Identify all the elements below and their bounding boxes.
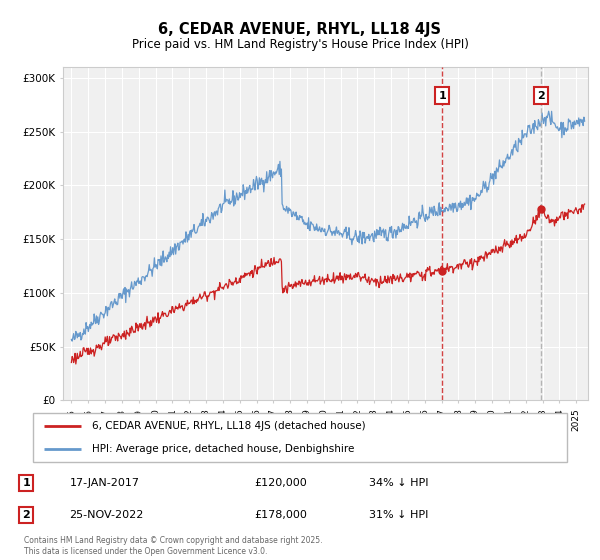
Text: 2: 2 — [23, 510, 30, 520]
Text: HPI: Average price, detached house, Denbighshire: HPI: Average price, detached house, Denb… — [92, 444, 354, 454]
Text: £178,000: £178,000 — [254, 510, 307, 520]
Text: 1: 1 — [439, 91, 446, 101]
Text: 6, CEDAR AVENUE, RHYL, LL18 4JS (detached house): 6, CEDAR AVENUE, RHYL, LL18 4JS (detache… — [92, 421, 365, 431]
Text: 34% ↓ HPI: 34% ↓ HPI — [369, 478, 428, 488]
FancyBboxPatch shape — [33, 413, 567, 462]
Text: £120,000: £120,000 — [254, 478, 307, 488]
Text: 25-NOV-2022: 25-NOV-2022 — [70, 510, 144, 520]
Text: 6, CEDAR AVENUE, RHYL, LL18 4JS: 6, CEDAR AVENUE, RHYL, LL18 4JS — [158, 22, 442, 38]
Text: Contains HM Land Registry data © Crown copyright and database right 2025.
This d: Contains HM Land Registry data © Crown c… — [24, 536, 323, 556]
Text: Price paid vs. HM Land Registry's House Price Index (HPI): Price paid vs. HM Land Registry's House … — [131, 38, 469, 50]
Text: 17-JAN-2017: 17-JAN-2017 — [70, 478, 140, 488]
Text: 1: 1 — [23, 478, 30, 488]
Text: 2: 2 — [537, 91, 545, 101]
Text: 31% ↓ HPI: 31% ↓ HPI — [369, 510, 428, 520]
